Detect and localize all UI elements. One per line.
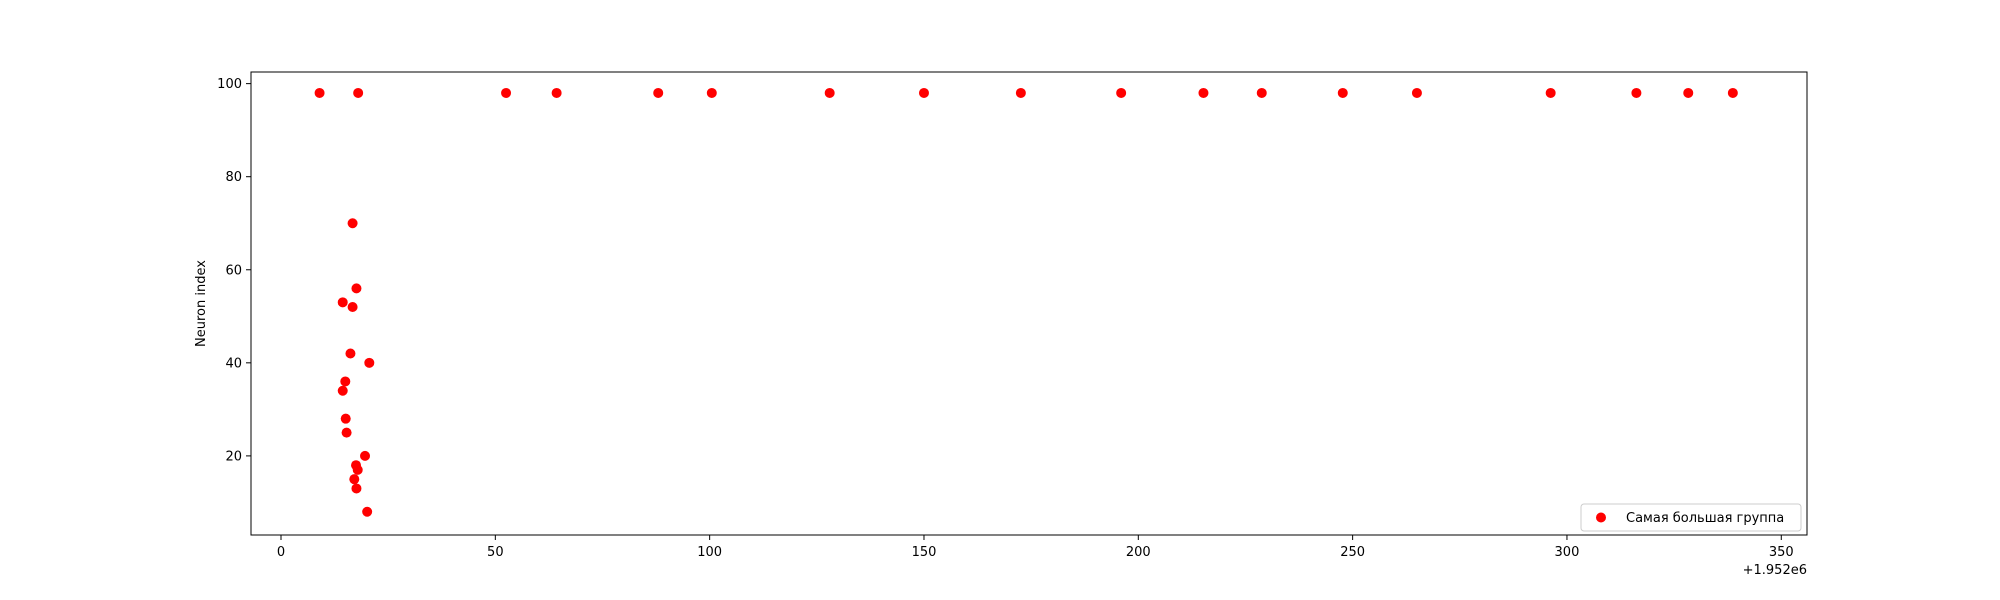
y-tick-label: 60	[225, 263, 242, 278]
data-point	[337, 297, 348, 308]
plot-frame	[250, 71, 1808, 536]
y-tick-label: 40	[225, 356, 242, 371]
data-point	[824, 87, 835, 98]
data-point	[345, 348, 356, 359]
x-tick-label: 0	[277, 545, 285, 560]
x-tick-label: 300	[1555, 545, 1580, 560]
y-tick-label: 20	[225, 449, 242, 464]
data-point	[1411, 87, 1422, 98]
data-point	[340, 413, 351, 424]
data-point	[1727, 87, 1738, 98]
legend-box	[1580, 503, 1802, 532]
data-point	[918, 87, 929, 98]
y-axis-ticks: 20 40 60 80 100	[217, 77, 251, 464]
data-point	[351, 283, 362, 294]
data-point	[1116, 87, 1127, 98]
legend-marker	[1596, 512, 1606, 523]
x-tick-label: 150	[912, 545, 937, 560]
x-tick-label: 350	[1769, 545, 1794, 560]
data-point	[1337, 87, 1348, 98]
data-point	[1683, 87, 1694, 98]
data-point	[362, 506, 373, 517]
data-point	[364, 357, 375, 368]
data-point	[347, 301, 358, 312]
legend-label: Самая большая группа	[1626, 511, 1784, 526]
data-point	[501, 87, 512, 98]
x-tick-label: 50	[487, 545, 504, 560]
data-point	[360, 450, 371, 461]
data-point	[347, 218, 358, 229]
x-tick-label: 100	[697, 545, 722, 560]
legend: Самая большая группа	[1580, 503, 1802, 532]
data-point	[1631, 87, 1642, 98]
data-point	[653, 87, 664, 98]
x-tick-label: 250	[1340, 545, 1365, 560]
data-point	[341, 427, 352, 438]
data-point	[352, 464, 363, 475]
y-axis-label: Neuron index	[194, 260, 209, 347]
y-tick-label: 100	[217, 77, 242, 92]
data-point	[351, 483, 362, 494]
data-point	[1198, 87, 1209, 98]
data-point	[706, 87, 717, 98]
data-point	[551, 87, 562, 98]
data-point	[314, 87, 325, 98]
y-tick-label: 80	[225, 170, 242, 185]
data-point	[353, 87, 364, 98]
data-point	[349, 474, 360, 485]
data-point	[340, 376, 351, 387]
data-point	[337, 385, 348, 396]
data-point	[1256, 87, 1267, 98]
data-point	[1545, 87, 1556, 98]
x-axis-offset-text: +1.952e6	[1743, 563, 1807, 578]
data-point	[1015, 87, 1026, 98]
scatter-marks	[314, 87, 1738, 517]
x-tick-label: 200	[1126, 545, 1151, 560]
x-axis-ticks: 0 50 100 150 200 250 300 350	[277, 535, 1794, 560]
